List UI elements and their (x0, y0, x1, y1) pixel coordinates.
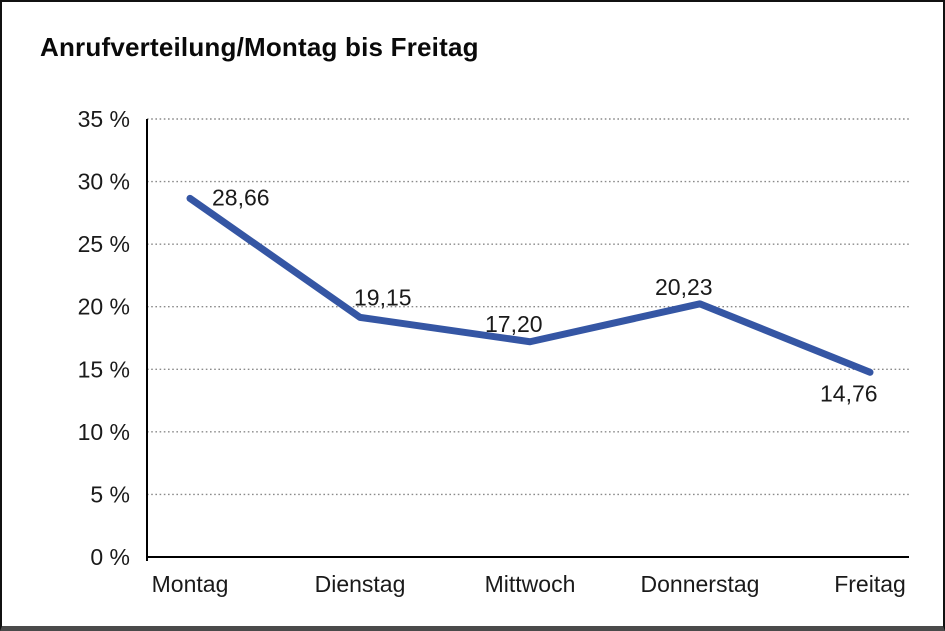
data-line-anrufverteilung (186, 194, 874, 376)
data-point-label: 14,76 (820, 380, 878, 406)
data-point-label: 19,15 (354, 284, 412, 310)
y-tick-label: 25 % (78, 231, 130, 257)
x-category-label: Mittwoch (485, 571, 576, 597)
x-category-label: Dienstag (315, 571, 406, 597)
y-tick-label: 15 % (78, 356, 130, 382)
chart-title: Anrufverteilung/Montag bis Freitag (40, 32, 479, 62)
data-point-label: 20,23 (655, 274, 713, 300)
x-category-label: Montag (152, 571, 229, 597)
data-point-label: 17,20 (485, 311, 543, 337)
y-tick-label: 10 % (78, 419, 130, 445)
x-category-label: Freitag (834, 571, 906, 597)
y-tick-label: 30 % (78, 169, 130, 195)
x-category-label: Donnerstag (641, 571, 760, 597)
y-tick-label: 35 % (78, 106, 130, 132)
y-tick-label: 0 % (90, 544, 130, 570)
data-point-label: 28,66 (212, 184, 270, 210)
y-tick-label: 5 % (90, 481, 130, 507)
y-tick-label: 20 % (78, 294, 130, 320)
